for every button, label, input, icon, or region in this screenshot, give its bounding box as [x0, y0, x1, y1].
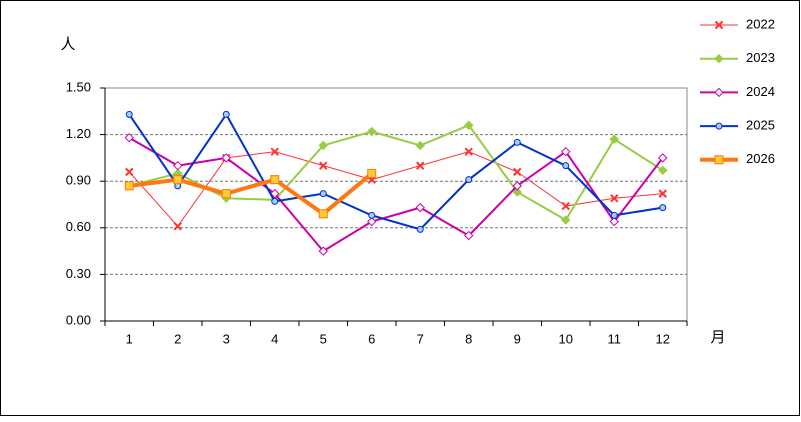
marker: [659, 204, 667, 212]
marker: [512, 187, 522, 197]
series-line: [128, 171, 374, 217]
y-axis-label: 人: [60, 36, 75, 53]
x-tick-label: 5: [320, 331, 327, 346]
marker: [416, 161, 425, 170]
marker: [367, 216, 377, 227]
marker: [714, 53, 724, 64]
marker: [658, 165, 668, 176]
marker: [221, 189, 231, 199]
marker: [609, 216, 619, 227]
series-line: [128, 136, 664, 253]
marker: [464, 120, 474, 130]
x-tick-label: 3: [223, 331, 230, 346]
marker: [658, 189, 667, 198]
marker: [714, 20, 724, 30]
marker: [512, 181, 522, 191]
marker: [464, 147, 473, 156]
legend-label: 2022: [746, 16, 775, 31]
marker: [610, 194, 619, 203]
marker: [125, 110, 133, 118]
marker: [715, 122, 723, 130]
marker: [609, 134, 619, 144]
x-tick-label: 4: [271, 331, 278, 346]
y-tick-label: 0.00: [66, 312, 91, 327]
marker: [416, 225, 424, 233]
marker: [464, 230, 474, 241]
marker: [124, 132, 134, 143]
marker: [221, 153, 231, 163]
marker: [270, 147, 279, 156]
legend-label: 2025: [746, 118, 775, 133]
plot-area: [104, 87, 688, 322]
y-tick-label: 0.30: [66, 266, 91, 281]
marker: [561, 201, 570, 211]
x-tick-label: 9: [514, 331, 521, 346]
x-tick-label: 10: [559, 331, 573, 346]
x-tick-label: 8: [465, 331, 472, 346]
marker: [270, 188, 280, 199]
legend-label: 2026: [746, 151, 775, 166]
marker: [173, 222, 182, 231]
y-tick-label: 1.20: [66, 126, 91, 141]
marker: [561, 215, 571, 225]
marker: [415, 140, 425, 151]
x-tick-label: 6: [368, 331, 375, 346]
marker: [125, 167, 134, 177]
marker: [513, 167, 522, 177]
x-tick-label: 7: [417, 331, 424, 346]
x-tick-label: 1: [126, 331, 133, 346]
legend-label: 2024: [746, 84, 775, 99]
marker: [415, 202, 425, 213]
marker: [173, 175, 183, 185]
marker: [318, 209, 328, 219]
x-tick-label: 11: [608, 331, 622, 346]
marker: [318, 246, 328, 256]
legend-label: 2023: [746, 50, 775, 65]
y-tick-label: 1.50: [66, 79, 91, 94]
marker: [271, 197, 279, 205]
marker: [367, 168, 377, 178]
marker: [658, 153, 668, 163]
marker: [270, 175, 280, 185]
series-line: [128, 112, 663, 231]
marker: [319, 190, 327, 198]
x-tick-label: 12: [656, 331, 670, 346]
x-axis-label: 月: [710, 329, 725, 346]
marker: [319, 161, 328, 170]
marker: [173, 160, 183, 171]
marker: [513, 138, 521, 146]
marker: [714, 87, 724, 98]
y-tick-label: 0.60: [66, 219, 91, 234]
marker: [465, 176, 473, 184]
y-tick-label: 0.90: [66, 173, 91, 188]
marker: [222, 110, 230, 118]
marker: [367, 126, 377, 137]
marker: [714, 155, 724, 165]
marker: [610, 211, 618, 219]
marker: [561, 146, 571, 157]
series-line: [129, 124, 664, 222]
x-tick-label: 2: [174, 331, 181, 346]
marker: [124, 181, 134, 191]
marker: [368, 211, 376, 219]
marker: [318, 140, 328, 151]
marker: [562, 162, 570, 170]
